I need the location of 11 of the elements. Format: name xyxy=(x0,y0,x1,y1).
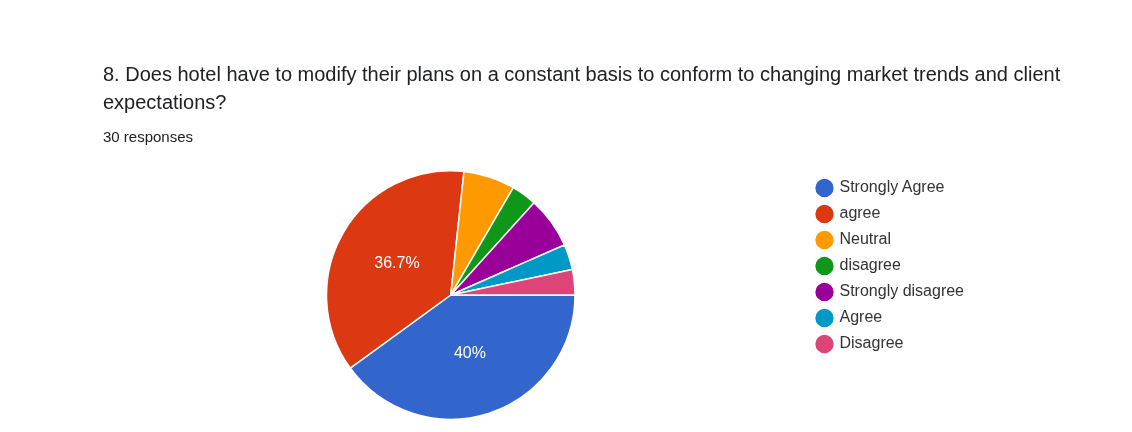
legend-label: Agree xyxy=(839,308,883,326)
legend-label: Strongly disagree xyxy=(839,282,965,300)
data-label: 36.7% xyxy=(374,254,420,272)
legend-label: Disagree xyxy=(839,334,904,352)
data-label: 40% xyxy=(453,344,486,362)
text: 30 responses xyxy=(103,128,194,145)
legend-label: Neutral xyxy=(839,230,892,248)
chart-title: 8. Does hotel have to modify their plans on a constant basis to conform to changing market trends and client expectations? xyxy=(103,62,1062,115)
legend-label: disagree xyxy=(839,256,901,274)
legend-label: agree xyxy=(839,204,881,222)
legend-label: Strongly Agree xyxy=(839,178,945,196)
